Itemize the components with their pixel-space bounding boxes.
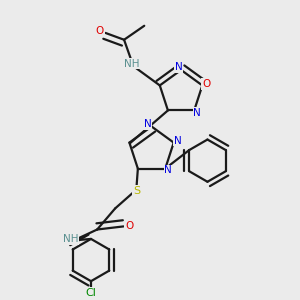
Text: O: O (202, 79, 210, 89)
Text: O: O (125, 221, 133, 231)
Text: NH: NH (63, 234, 79, 244)
Text: Cl: Cl (85, 288, 96, 298)
Text: NH: NH (124, 59, 140, 69)
Text: N: N (174, 136, 181, 146)
Text: S: S (133, 186, 140, 196)
Text: N: N (164, 166, 172, 176)
Text: N: N (144, 119, 152, 129)
Text: N: N (175, 62, 182, 73)
Text: N: N (194, 108, 201, 118)
Text: O: O (96, 26, 104, 36)
